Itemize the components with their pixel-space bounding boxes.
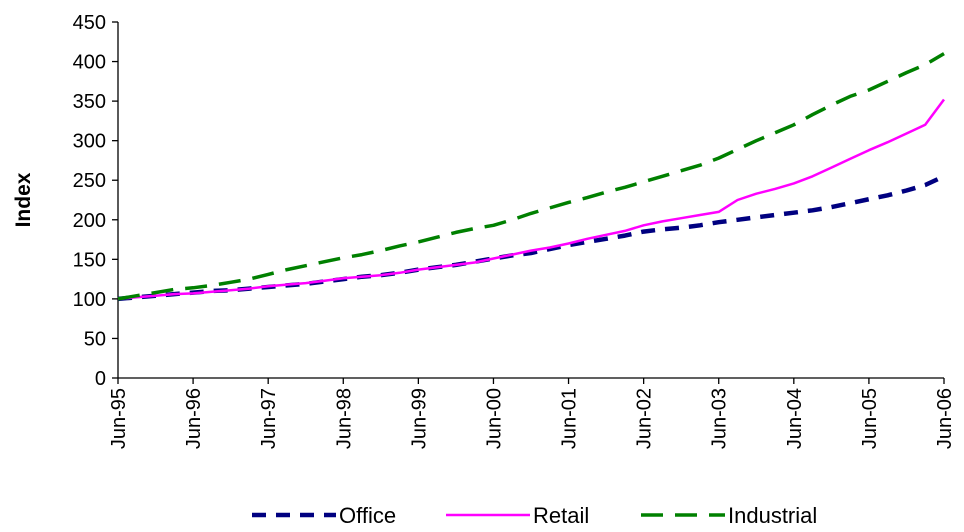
legend-label-retail: Retail (533, 503, 589, 528)
x-tick-label: Jun-00 (483, 388, 505, 449)
x-tick-label: Jun-98 (333, 388, 355, 449)
x-tick-label: Jun-01 (559, 388, 581, 449)
x-tick-label: Jun-06 (934, 388, 956, 449)
legend-label-office: Office (339, 503, 396, 528)
legend: Office Retail Industrial (252, 503, 817, 528)
x-tick-label: Jun-02 (634, 388, 656, 449)
y-tick-label: 400 (73, 52, 106, 74)
y-tick-label: 450 (73, 12, 106, 34)
legend-label-industrial: Industrial (728, 503, 817, 528)
y-tick-label: 0 (95, 368, 106, 390)
y-tick-label: 150 (73, 249, 106, 271)
x-tick-label: Jun-03 (709, 388, 731, 449)
y-tick-label: 350 (73, 91, 106, 113)
x-tick-label: Jun-99 (408, 388, 430, 449)
series-line-office (117, 174, 945, 302)
y-tick-label: 300 (73, 131, 106, 153)
y-tick-label: 100 (73, 289, 106, 311)
x-tick-label: Jun-04 (784, 388, 806, 449)
y-tick-label: 250 (73, 170, 106, 192)
x-tick-label: Jun-05 (859, 388, 881, 449)
x-tick-label: Jun-96 (183, 388, 205, 449)
x-tick-label: Jun-97 (258, 388, 280, 449)
y-tick-label: 50 (84, 328, 106, 350)
plot-area (117, 52, 946, 302)
x-axis: Jun-95 Jun-96 Jun-97 Jun-98 Jun-99 Jun-00 Jun-… (108, 377, 956, 449)
series-line-industrial (117, 52, 945, 301)
series-line-retail (117, 98, 946, 301)
y-tick-label: 200 (73, 210, 106, 232)
y-axis: 0 50 100 150 200 250 300 350 400 450 (73, 12, 119, 390)
x-tick-label: Jun-95 (108, 388, 130, 449)
y-axis-title: Index (12, 172, 35, 227)
